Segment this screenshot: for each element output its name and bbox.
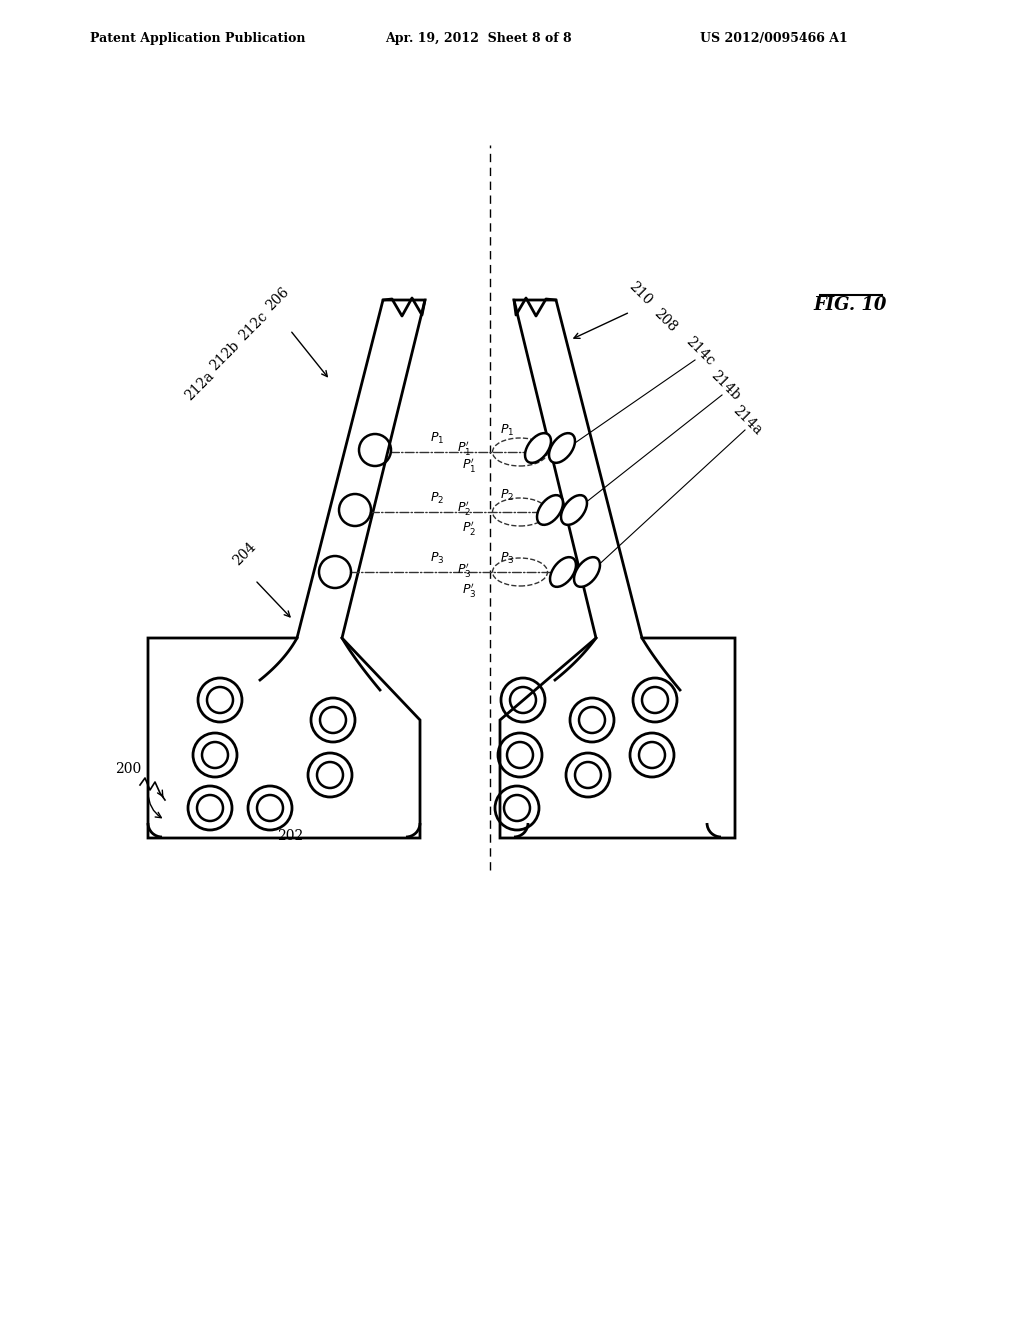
Text: FIG. 10: FIG. 10 [813,296,887,314]
Text: 204: 204 [230,540,259,568]
Ellipse shape [561,495,587,525]
Text: 212b: 212b [208,338,243,374]
Ellipse shape [574,557,600,587]
Text: $P_3'$: $P_3'$ [462,581,476,599]
Text: $P_3$: $P_3$ [500,550,514,565]
Ellipse shape [550,557,575,587]
Text: 214c: 214c [683,334,717,368]
Ellipse shape [525,433,551,463]
Text: 210: 210 [626,280,654,308]
Text: $P_2$: $P_2$ [500,487,514,503]
Text: 202: 202 [276,829,303,843]
Text: 212c: 212c [236,309,270,343]
Text: $P_2'$: $P_2'$ [457,499,471,517]
Text: US 2012/0095466 A1: US 2012/0095466 A1 [700,32,848,45]
Text: Apr. 19, 2012  Sheet 8 of 8: Apr. 19, 2012 Sheet 8 of 8 [385,32,571,45]
Text: 200: 200 [115,762,141,776]
Text: 206: 206 [264,285,292,313]
Text: $P_2'$: $P_2'$ [462,519,476,537]
Text: $P_1'$: $P_1'$ [462,455,476,474]
Text: $P_3$: $P_3$ [430,550,444,565]
Text: $P_1$: $P_1$ [500,422,514,437]
Ellipse shape [549,433,575,463]
Text: $P_3'$: $P_3'$ [457,561,471,579]
Text: $P_1'$: $P_1'$ [457,440,471,457]
Text: 212a: 212a [182,368,217,403]
Text: 214a: 214a [730,404,764,438]
Polygon shape [148,300,425,838]
Text: 214b: 214b [708,368,742,403]
Text: 208: 208 [651,306,679,335]
Text: $P_2$: $P_2$ [430,491,444,506]
Text: $P_1$: $P_1$ [430,430,444,446]
Text: Patent Application Publication: Patent Application Publication [90,32,305,45]
Polygon shape [500,300,735,838]
Ellipse shape [537,495,563,525]
